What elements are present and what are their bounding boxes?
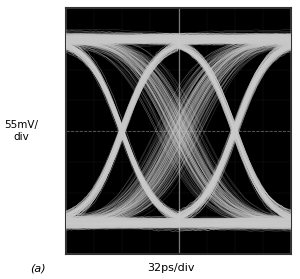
Text: 32ps/div: 32ps/div <box>147 263 195 273</box>
Text: 55mV/
div: 55mV/ div <box>4 120 38 142</box>
Text: (a): (a) <box>30 263 46 273</box>
